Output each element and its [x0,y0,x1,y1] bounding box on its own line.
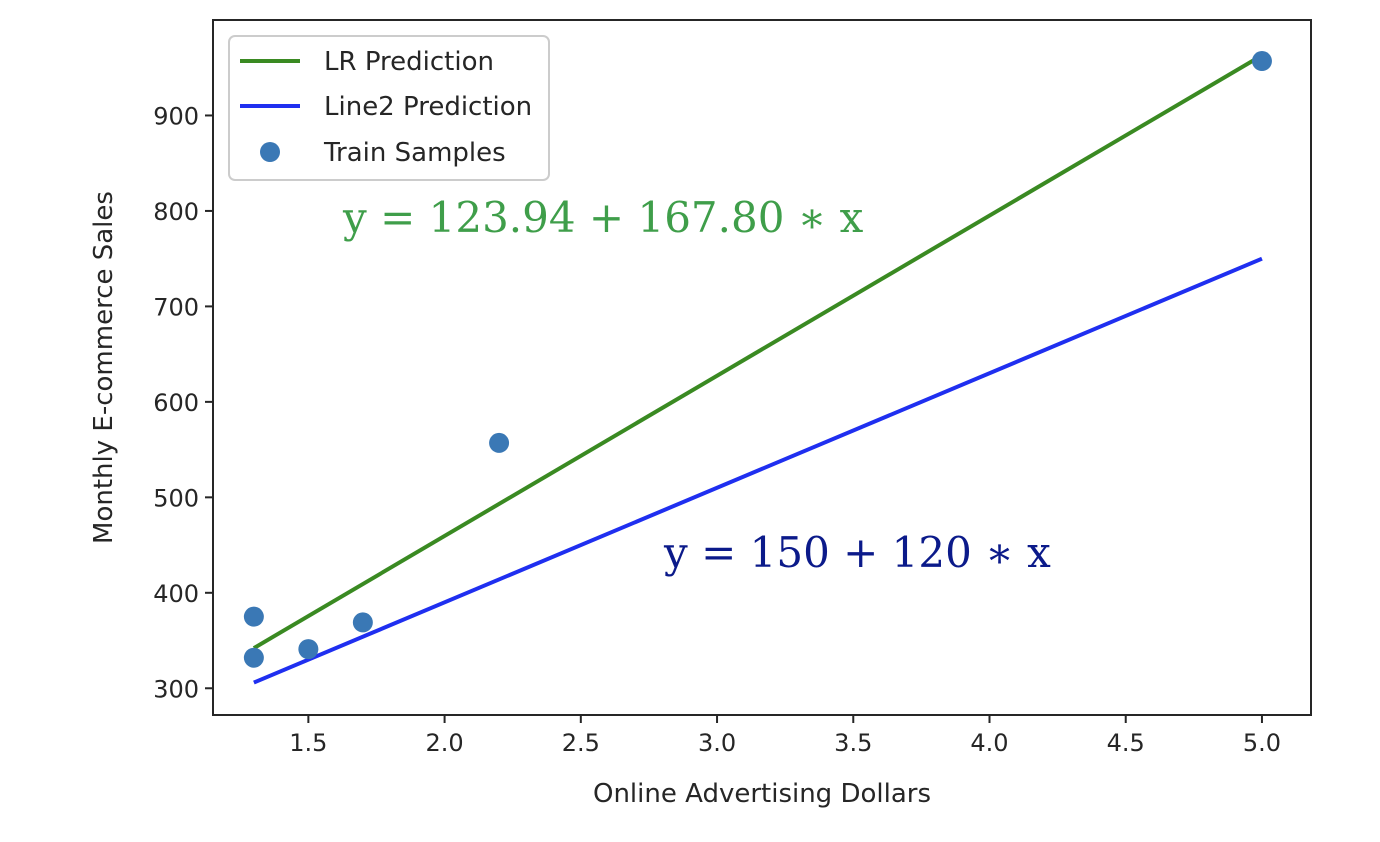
y-tick-label: 900 [153,102,199,130]
x-tick-label: 2.5 [562,729,600,757]
scatter-point [1251,51,1272,72]
scatter-point [243,606,264,627]
y-tick-label: 400 [153,580,199,608]
scatter-point [243,647,264,668]
x-tick-label: 4.0 [970,729,1008,757]
legend-point-swatch [260,142,280,162]
x-tick-label: 5.0 [1243,729,1281,757]
x-axis-label: Online Advertising Dollars [593,779,931,809]
series-line-1 [253,256,1263,685]
x-tick-label: 2.0 [426,729,464,757]
y-axis-label: Monthly E-commerce Sales [89,191,119,544]
x-tick-label: 4.5 [1107,729,1145,757]
series-line-0 [252,53,1263,650]
y-tick-label: 300 [153,675,199,703]
equation-annotation-0: y = 123.94 + 167.80 ∗ x [342,193,864,242]
y-tick-label: 800 [153,198,199,226]
scatter-point [489,432,510,453]
legend-entry-label: Train Samples [323,138,506,168]
scatter-point [298,639,319,660]
x-tick-label: 1.5 [289,729,327,757]
y-tick-label: 700 [153,293,199,321]
scatter-point [352,612,373,633]
y-tick-label: 500 [153,484,199,512]
legend-entry-label: LR Prediction [324,47,494,77]
legend-entry-label: Line2 Prediction [324,92,532,122]
equation-annotation-1: y = 150 + 120 ∗ x [663,528,1051,577]
y-tick-label: 600 [153,389,199,417]
x-tick-label: 3.5 [834,729,872,757]
legend-box [228,35,550,181]
x-tick-label: 3.0 [698,729,736,757]
